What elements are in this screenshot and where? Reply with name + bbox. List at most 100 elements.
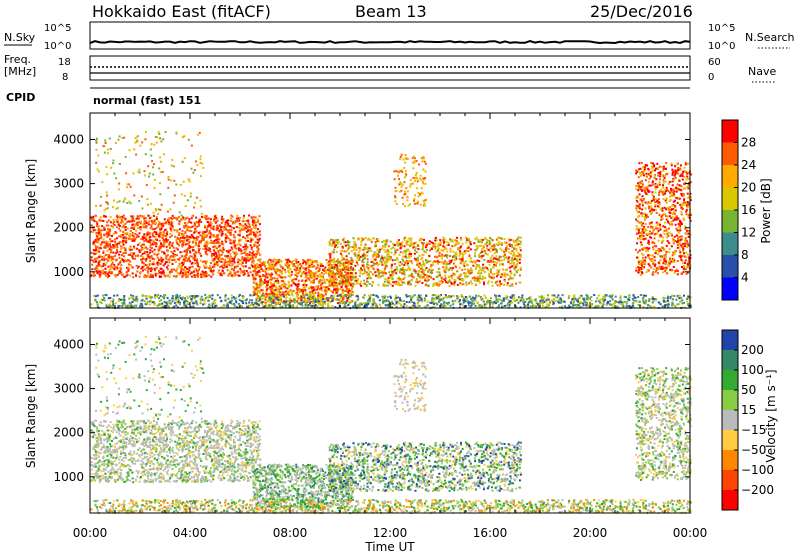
power-cell xyxy=(334,273,337,276)
power-cell xyxy=(509,277,511,280)
power-cell xyxy=(139,222,142,225)
power-cell xyxy=(103,246,106,249)
power-cell xyxy=(183,237,186,239)
power-cell xyxy=(153,258,156,261)
power-cell xyxy=(172,165,175,168)
power-cell xyxy=(452,267,455,270)
power-cell xyxy=(157,220,160,223)
power-cell xyxy=(333,284,336,287)
power-cell xyxy=(508,251,511,254)
power-cell xyxy=(431,297,434,300)
power-cell xyxy=(277,279,280,282)
power-cell xyxy=(491,284,494,287)
power-cell xyxy=(332,274,335,276)
power-cell xyxy=(161,237,164,239)
power-cell xyxy=(398,243,401,246)
power-cell xyxy=(171,243,174,246)
power-cell xyxy=(336,302,339,304)
power-cell xyxy=(401,183,404,186)
power-cell xyxy=(509,245,512,247)
power-cell xyxy=(251,257,254,260)
power-cell xyxy=(253,233,256,236)
power-cell xyxy=(391,277,394,280)
power-cell xyxy=(261,275,264,277)
power-cell xyxy=(98,254,101,257)
power-cell xyxy=(458,254,461,257)
power-cell xyxy=(448,259,451,262)
power-cell xyxy=(353,243,356,246)
power-cell xyxy=(521,299,524,302)
power-cell xyxy=(122,273,124,276)
power-cell xyxy=(404,154,407,156)
power-cell xyxy=(513,263,516,266)
power-cell xyxy=(438,273,441,276)
power-cell xyxy=(304,289,307,292)
power-cell xyxy=(237,274,240,277)
power-cell xyxy=(266,276,269,279)
power-cell xyxy=(466,297,468,300)
power-cell xyxy=(96,222,99,225)
power-cell xyxy=(619,296,622,299)
power-cell xyxy=(148,233,151,236)
power-cell xyxy=(505,247,507,250)
power-cell xyxy=(171,225,174,228)
power-cell xyxy=(506,284,509,287)
power-cell xyxy=(262,300,265,303)
power-cell xyxy=(332,296,335,299)
power-cell xyxy=(304,303,307,306)
power-cell xyxy=(567,296,570,299)
power-cell xyxy=(238,239,241,242)
power-cell xyxy=(335,266,338,269)
power-cell xyxy=(147,255,150,258)
power-cell xyxy=(232,268,235,271)
power-cell xyxy=(269,259,272,262)
power-cell xyxy=(520,255,522,258)
power-cell xyxy=(402,237,405,240)
power-cell xyxy=(446,256,449,259)
power-cell xyxy=(131,234,134,237)
power-cell xyxy=(160,272,163,275)
power-cell xyxy=(354,275,357,278)
power-cell xyxy=(94,244,96,246)
power-cell xyxy=(284,271,287,274)
power-cell xyxy=(168,271,171,274)
power-cell xyxy=(326,297,328,300)
power-cell xyxy=(99,204,102,207)
power-cell xyxy=(403,264,406,266)
power-cell xyxy=(673,295,676,297)
power-cell xyxy=(162,272,165,275)
power-cell xyxy=(277,261,280,264)
power-cell xyxy=(363,246,366,249)
power-cell xyxy=(129,253,132,256)
power-cell xyxy=(263,278,266,281)
power-cell xyxy=(124,275,127,278)
power-cell xyxy=(135,304,138,307)
power-cell xyxy=(196,258,199,261)
power-cell xyxy=(227,223,230,225)
power-cell xyxy=(448,276,451,279)
power-cell xyxy=(478,269,481,272)
power-cell xyxy=(149,148,152,151)
power-cell xyxy=(480,241,483,244)
power-cell xyxy=(251,221,254,224)
power-cell xyxy=(396,242,399,245)
power-cell xyxy=(323,268,326,271)
power-cell xyxy=(186,260,189,262)
power-cell xyxy=(111,240,114,243)
power-cell xyxy=(92,218,95,221)
power-cell xyxy=(168,261,171,264)
power-cell xyxy=(193,169,196,172)
power-cell xyxy=(163,274,166,277)
power-cell xyxy=(95,141,98,144)
power-cell xyxy=(452,250,455,253)
power-cell xyxy=(217,234,220,237)
power-cell xyxy=(271,291,274,294)
power-cell xyxy=(160,140,163,143)
power-cell xyxy=(425,248,428,251)
power-cell xyxy=(325,269,327,272)
power-cell xyxy=(279,271,282,274)
power-cell xyxy=(441,277,443,280)
power-cell xyxy=(483,258,486,261)
power-cell xyxy=(422,168,425,171)
power-cell xyxy=(418,304,421,307)
